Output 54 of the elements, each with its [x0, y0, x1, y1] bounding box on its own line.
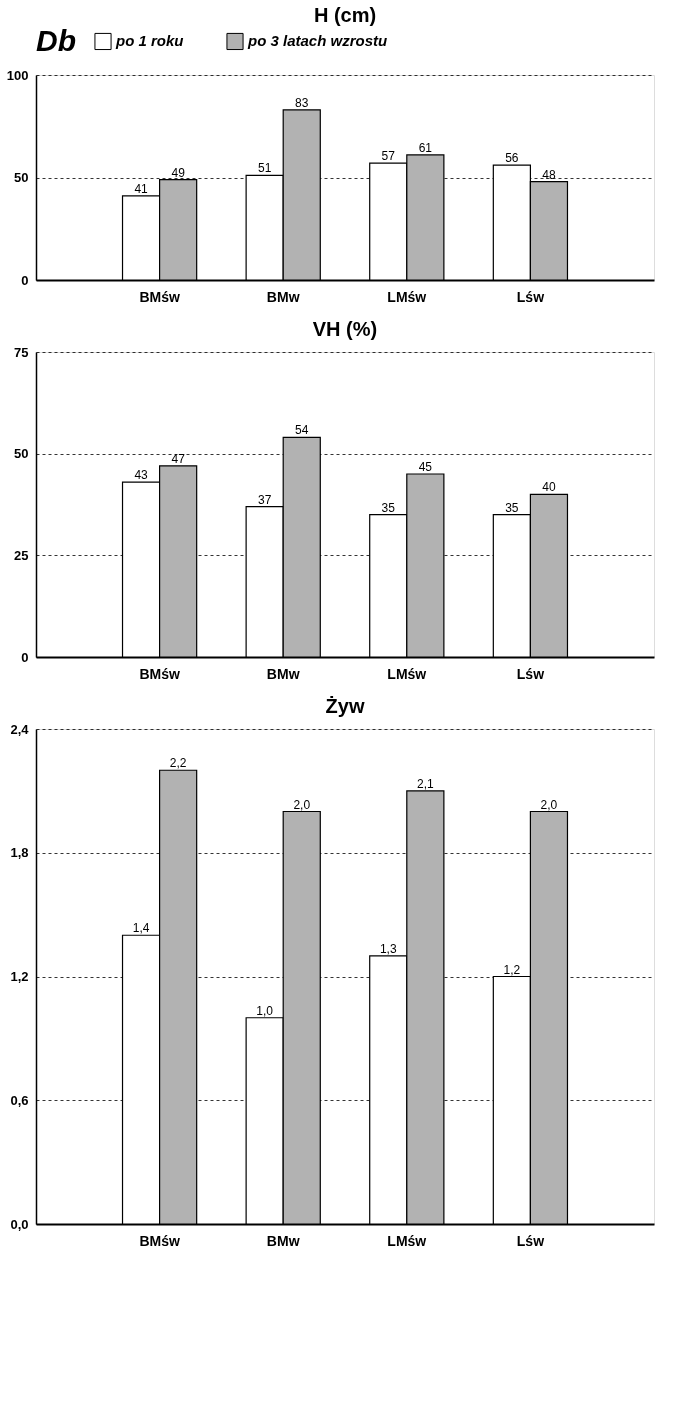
- x-tick-label: Lśw: [516, 288, 545, 305]
- x-tick-label: BMw: [266, 1232, 300, 1249]
- data-label: 2,0: [293, 797, 311, 812]
- data-label: 1,0: [256, 1003, 274, 1018]
- data-label: 83: [295, 95, 309, 110]
- x-tick-label: BMśw: [139, 288, 180, 305]
- data-label: 2,1: [417, 776, 434, 791]
- y-tick-label: 100: [6, 67, 29, 83]
- data-label: 35: [381, 500, 396, 515]
- data-label: 51: [257, 161, 272, 176]
- data-label: 41: [134, 181, 149, 196]
- chart-title: Żyw: [325, 695, 365, 717]
- data-label: 2,2: [169, 756, 187, 771]
- data-label: 1,3: [379, 941, 397, 956]
- x-tick-label: BMw: [266, 288, 300, 305]
- data-label: 48: [542, 167, 556, 182]
- y-tick-label: 50: [14, 170, 29, 185]
- legend-label: po 3 latach wzrostu: [247, 32, 388, 50]
- x-tick-label: BMśw: [139, 665, 180, 682]
- y-tick-label: 75: [14, 344, 29, 360]
- data-label: 45: [418, 460, 433, 474]
- y-tick-label: 0,0: [10, 1216, 29, 1232]
- data-label: 54: [295, 423, 309, 438]
- chart-title: H (cm): [313, 4, 377, 26]
- data-label: 35: [505, 500, 519, 515]
- x-tick-label: BMśw: [139, 1232, 180, 1249]
- x-tick-label: BMw: [266, 665, 300, 682]
- data-label: 61: [418, 140, 433, 155]
- y-tick-label: 2,4: [10, 721, 30, 737]
- data-label: 43: [134, 468, 149, 483]
- data-label: 40: [542, 480, 556, 495]
- legend-label: po 1 roku: [115, 32, 184, 50]
- x-tick-label: LMśw: [387, 1232, 427, 1249]
- legend-title: Db: [36, 24, 76, 57]
- y-tick-label: 0,6: [10, 1092, 29, 1108]
- y-tick-label: 50: [14, 446, 29, 462]
- x-tick-label: LMśw: [387, 665, 427, 682]
- data-label: 1,2: [503, 962, 521, 977]
- data-label: 37: [257, 492, 272, 507]
- y-tick-label: 0: [21, 649, 29, 665]
- y-tick-label: 1,2: [10, 969, 29, 984]
- y-tick-label: 1,8: [10, 845, 29, 861]
- data-label: 57: [381, 149, 396, 164]
- data-label: 56: [505, 151, 519, 166]
- data-label: 2,0: [540, 797, 558, 812]
- x-tick-label: LMśw: [387, 288, 427, 305]
- data-label: 47: [171, 451, 186, 466]
- x-tick-label: Lśw: [516, 665, 545, 682]
- chart-title: VH (%): [312, 318, 378, 340]
- x-tick-label: Lśw: [516, 1232, 545, 1249]
- y-tick-label: 0: [21, 272, 29, 288]
- data-label: 49: [171, 165, 186, 180]
- data-label: 1,4: [132, 921, 150, 936]
- y-tick-label: 25: [14, 547, 29, 563]
